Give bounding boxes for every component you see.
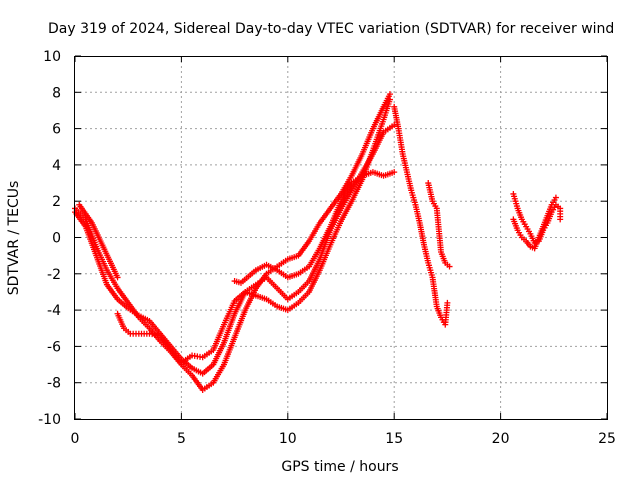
y-tick-label: -6 [47, 339, 61, 355]
chart-title: Day 319 of 2024, Sidereal Day-to-day VTE… [48, 21, 614, 37]
y-tick-label: 8 [52, 85, 61, 101]
x-tick-label: 25 [598, 431, 616, 447]
y-axis-label: SDTVAR / TECUs [6, 181, 22, 296]
data-point [114, 274, 121, 281]
data-point [552, 194, 559, 201]
y-tick-label: -10 [38, 412, 61, 428]
x-tick-label: 20 [492, 431, 510, 447]
y-tick-label: 6 [52, 122, 61, 138]
y-tick-label: 2 [52, 194, 61, 210]
x-tick-label: 10 [279, 431, 297, 447]
y-tick-label: -2 [47, 267, 61, 283]
data-point [446, 263, 453, 270]
data-point [444, 299, 451, 306]
data-point [391, 169, 398, 176]
x-tick-label: 5 [177, 431, 186, 447]
y-tick-label: 4 [52, 158, 61, 174]
plot-frame [74, 56, 608, 420]
x-axis-label: GPS time / hours [281, 459, 398, 475]
grid-lines [74, 55, 608, 420]
y-tick-label: 10 [43, 49, 61, 65]
data-point [386, 96, 393, 103]
data-point [391, 121, 398, 128]
tick-labels: 0 5 10 15 20 25 -10 -8 -6 -4 -2 0 2 4 6 8 10 [38, 49, 616, 447]
y-tick-label: -8 [47, 376, 61, 392]
data-point [557, 216, 564, 223]
y-tick-label: -4 [47, 303, 61, 319]
x-tick-label: 0 [71, 431, 80, 447]
data-points [72, 91, 564, 393]
y-tick-label: 0 [52, 231, 61, 247]
x-tick-label: 15 [385, 431, 403, 447]
data-point [386, 91, 393, 98]
